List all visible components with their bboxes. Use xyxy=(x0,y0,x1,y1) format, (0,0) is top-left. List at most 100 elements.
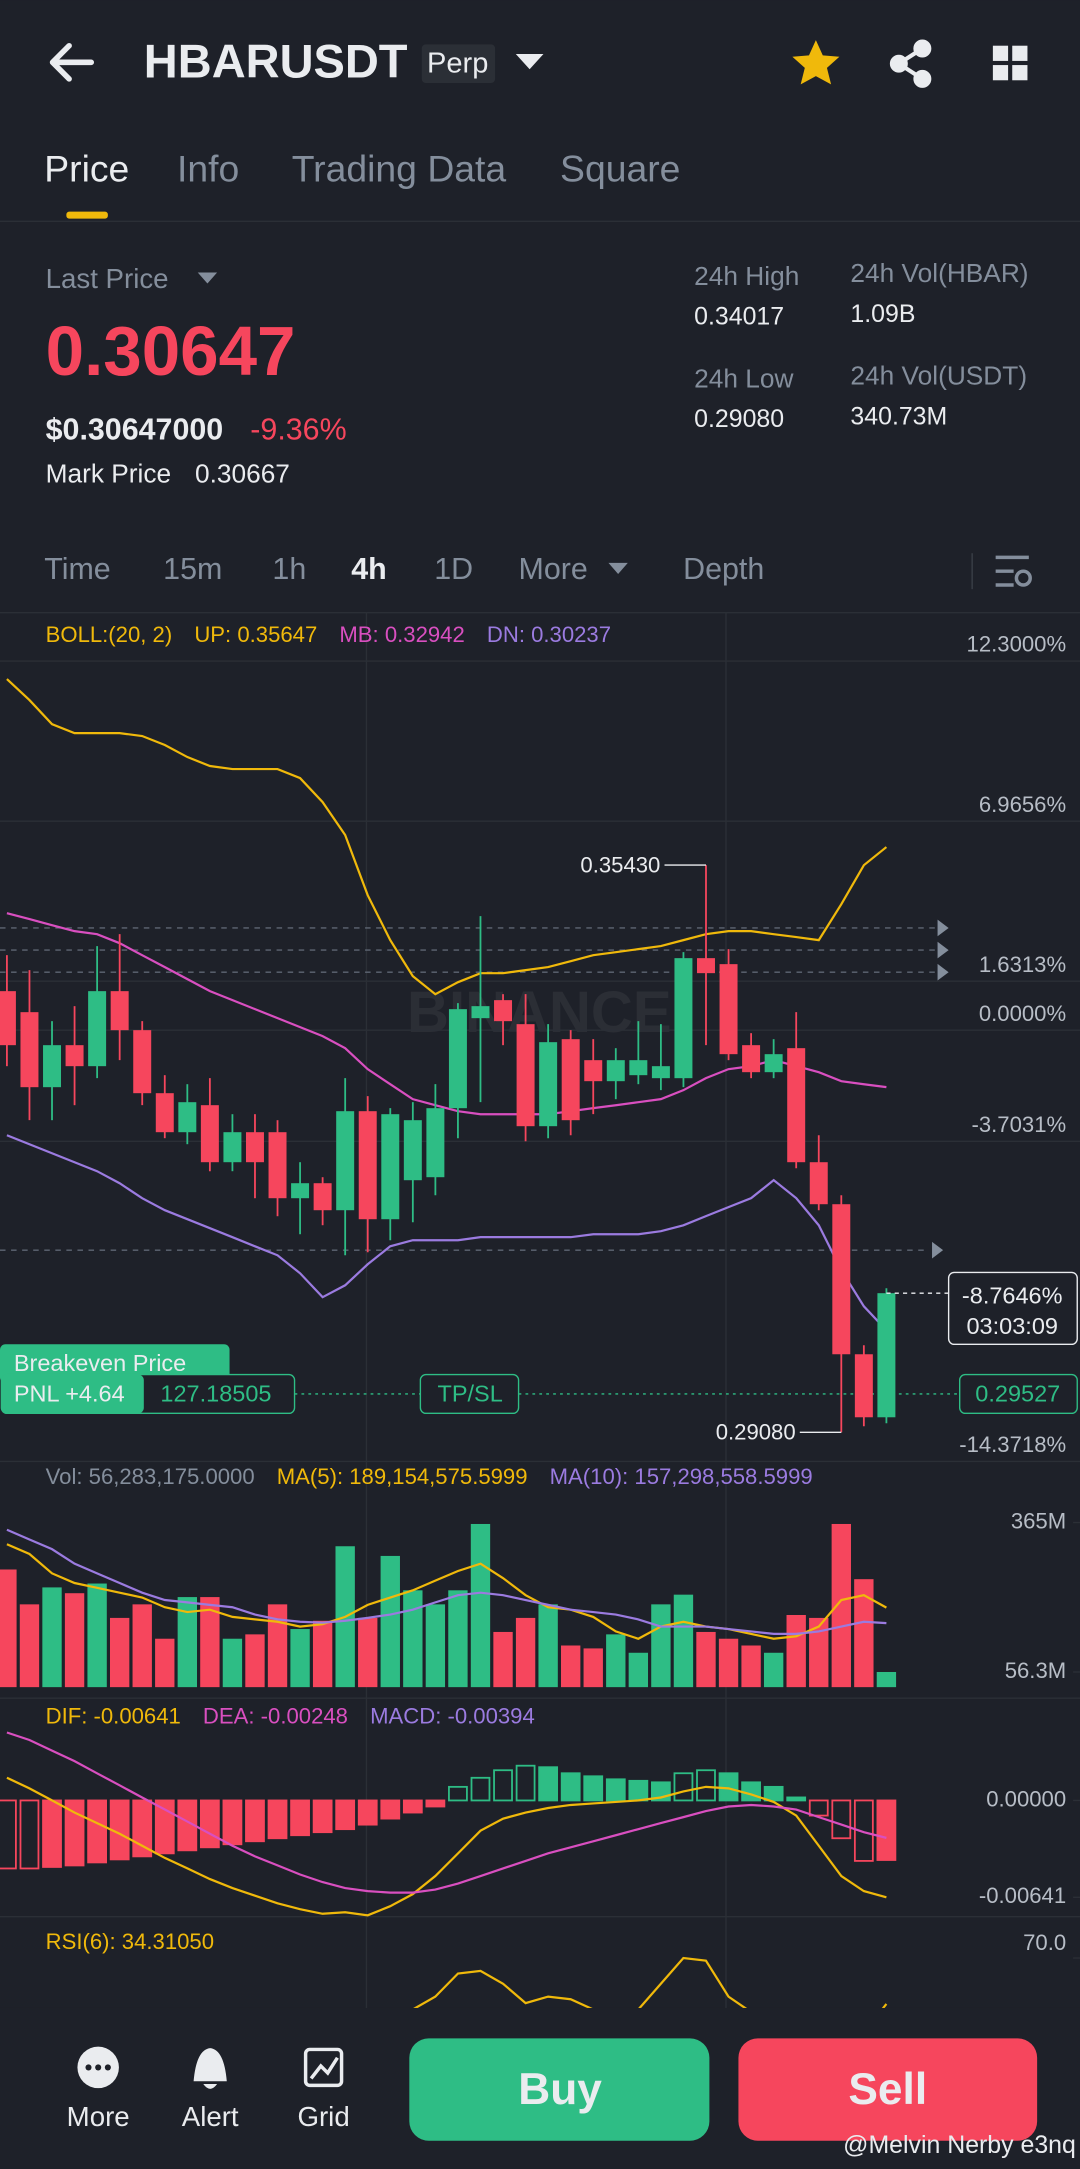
volume-bar xyxy=(87,1583,107,1688)
volume-bar xyxy=(222,1638,243,1688)
volume-bar xyxy=(245,1634,265,1688)
candle-body xyxy=(88,991,107,1067)
interval[interactable]: 15m xyxy=(163,552,222,586)
order-markers[interactable] xyxy=(932,919,949,1259)
volume-bar xyxy=(448,1590,468,1688)
nav-label[interactable]: Grid xyxy=(297,2101,349,2132)
share-button[interactable] xyxy=(889,39,932,88)
back-button[interactable] xyxy=(49,42,95,82)
macd-bar xyxy=(335,1799,356,1831)
badge-bg xyxy=(421,44,496,84)
volume-bar xyxy=(267,1604,288,1688)
nav-label[interactable]: More xyxy=(67,2101,130,2132)
tab-square[interactable]: Square xyxy=(560,147,680,189)
tab-price[interactable]: Price xyxy=(44,147,129,189)
volume-bar xyxy=(0,1569,17,1688)
macd-bar xyxy=(42,1799,62,1868)
tab-indicator xyxy=(66,211,108,219)
y-tick-label: -3.7031% xyxy=(972,1112,1067,1137)
symbol-dropdown[interactable] xyxy=(515,54,544,70)
volume-bar xyxy=(673,1594,694,1688)
candle-body xyxy=(516,1024,535,1127)
volume-bar xyxy=(290,1629,310,1688)
pnl: PNL +4.64 xyxy=(14,1381,125,1407)
breakeven-tag[interactable] xyxy=(0,1344,230,1383)
countdown: 03:03:09 xyxy=(966,1313,1057,1339)
macd-bar xyxy=(538,1766,559,1802)
volume-bar xyxy=(763,1652,784,1688)
candle-body xyxy=(65,1045,84,1067)
stat-value: 1.09B xyxy=(850,300,915,328)
perp-badge: Perp xyxy=(427,48,488,80)
volume-bar xyxy=(628,1652,649,1688)
watermark: BINANCE xyxy=(407,980,672,1045)
y-tick-label: 0.0000% xyxy=(979,1001,1066,1026)
sell-button[interactable] xyxy=(738,2038,1038,2141)
legend-item: DN: 0.30237 xyxy=(487,622,611,647)
order-lines xyxy=(0,927,935,1251)
volume-bar xyxy=(200,1597,220,1688)
last-price: 0.30647 xyxy=(46,312,296,390)
layout-button[interactable] xyxy=(992,45,1028,81)
candle-body xyxy=(336,1111,355,1211)
more-dropdown xyxy=(608,562,628,574)
candle-body xyxy=(313,1183,332,1211)
stat-label: 24h High xyxy=(694,261,799,291)
macd-bar xyxy=(402,1799,423,1814)
tpsl-box[interactable] xyxy=(419,1373,520,1415)
buy-button[interactable] xyxy=(409,2038,710,2141)
chart-panel: 70.0 RSI(6): 34.31050 xyxy=(46,1929,1080,2008)
volume-bar xyxy=(380,1555,400,1688)
macd-bar xyxy=(425,1799,446,1808)
volume-bar xyxy=(651,1604,671,1688)
macd-bar xyxy=(808,1799,829,1817)
rsi-lines xyxy=(413,1956,888,2008)
chart-settings[interactable] xyxy=(995,555,1032,587)
more-icon[interactable] xyxy=(77,2046,119,2089)
interval[interactable]: Time xyxy=(44,552,110,586)
macd-bar xyxy=(290,1799,310,1837)
ma-line xyxy=(6,1528,887,1636)
macd-bar xyxy=(560,1772,581,1802)
macd-bar xyxy=(853,1799,874,1862)
charts: 12.3000% 6.9656% 1.6313% 0.0000% -3.7031% -14… xyxy=(0,622,1080,2008)
legend-item: DIF: -0.00641 xyxy=(46,1703,181,1728)
favorite-star[interactable] xyxy=(792,40,840,85)
candle-body xyxy=(629,1060,648,1076)
tab-info[interactable]: Info xyxy=(177,147,239,189)
volume-bar xyxy=(132,1604,152,1688)
interval-more[interactable]: More xyxy=(519,552,588,586)
macd-bar xyxy=(605,1778,626,1802)
candle-body xyxy=(494,1000,513,1022)
nav-label[interactable]: Alert xyxy=(182,2101,239,2132)
candle-body xyxy=(20,1012,39,1088)
interval[interactable]: 1D xyxy=(434,552,473,586)
macd-bar xyxy=(515,1764,536,1802)
alert-icon[interactable] xyxy=(193,2048,227,2089)
candle-body xyxy=(471,1006,490,1019)
candle-body xyxy=(539,1042,558,1127)
candle-body xyxy=(854,1354,873,1418)
macd-bar xyxy=(245,1799,265,1843)
volume-bar xyxy=(876,1671,897,1688)
candle-body xyxy=(697,958,715,974)
macd-bar xyxy=(312,1799,333,1834)
symbol-title: HBARUSDT xyxy=(144,34,408,87)
volume-bar xyxy=(515,1617,536,1688)
candle-body xyxy=(245,1132,264,1163)
interval[interactable]: 1h xyxy=(272,552,306,586)
price-dropdown[interactable] xyxy=(197,272,218,284)
candle-body xyxy=(0,991,16,1046)
tab-trading-data[interactable]: Trading Data xyxy=(292,147,507,189)
volume-bar xyxy=(177,1597,198,1688)
candle-body xyxy=(110,991,129,1031)
candle-body xyxy=(719,964,738,1055)
macd-bar xyxy=(64,1799,85,1867)
interval-selected[interactable]: 4h xyxy=(351,552,386,586)
volume-bar xyxy=(538,1604,558,1688)
depth-tab[interactable]: Depth xyxy=(683,552,764,586)
candle-body xyxy=(651,1066,670,1079)
grid-icon[interactable] xyxy=(303,2047,344,2088)
volume-bar xyxy=(64,1593,85,1688)
chart-panel: 0.00000 -0.00641 DIF: -0.00641 DEA: -0.0024… xyxy=(0,1703,1080,1917)
